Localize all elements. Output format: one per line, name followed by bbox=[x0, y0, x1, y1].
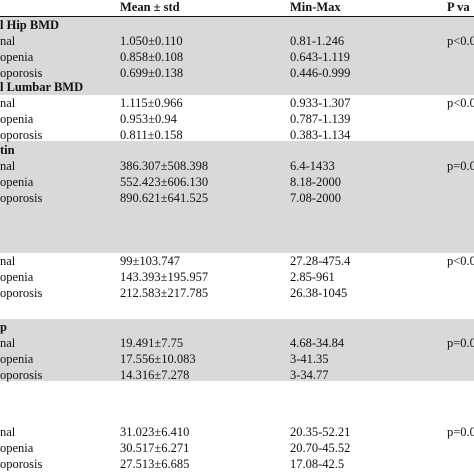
row-label: openia bbox=[0, 175, 34, 189]
min-max-value: 20.35-52.21 bbox=[290, 425, 351, 439]
min-max-value: 0.383-1.134 bbox=[290, 128, 351, 142]
min-max-value: 7.08-2000 bbox=[290, 191, 342, 205]
min-max-value: 3-34.77 bbox=[290, 368, 329, 382]
mean-std-value: 14.316±7.278 bbox=[120, 368, 190, 382]
mean-std-value: 19.491±7.75 bbox=[120, 336, 184, 350]
min-max-value: 17.08-42.5 bbox=[290, 457, 345, 471]
min-max-value: 8.18-2000 bbox=[290, 175, 342, 189]
group-title: tin bbox=[0, 143, 15, 157]
row-label: openia bbox=[0, 112, 34, 126]
row-label: nal bbox=[0, 34, 16, 48]
mean-std-value: 552.423±606.130 bbox=[120, 175, 209, 189]
shaded-band bbox=[0, 17, 474, 95]
row-label: oporosis bbox=[0, 191, 43, 205]
mean-std-value: 0.953±0.94 bbox=[120, 112, 177, 126]
min-max-value: 0.787-1.139 bbox=[290, 112, 351, 126]
row-label: oporosis bbox=[0, 368, 43, 382]
mean-std-value: 1.115±0.966 bbox=[120, 96, 183, 110]
p-value: p<0.0 bbox=[447, 96, 474, 110]
mean-std-value: 143.393±195.957 bbox=[120, 270, 209, 284]
row-label: openia bbox=[0, 50, 34, 64]
p-value: p<0.0 bbox=[447, 34, 474, 48]
p-value: p<0.0 bbox=[447, 254, 474, 268]
mean-std-value: 0.811±0.158 bbox=[120, 128, 183, 142]
mean-std-value: 17.556±10.083 bbox=[120, 352, 196, 366]
header-divider bbox=[0, 16, 474, 17]
row-label: nal bbox=[0, 159, 16, 173]
p-value: p=0.0 bbox=[447, 336, 474, 350]
min-max-value: 0.446-0.999 bbox=[290, 66, 351, 80]
mean-std-value: 99±103.747 bbox=[120, 254, 180, 268]
row-label: oporosis bbox=[0, 457, 43, 471]
mean-std-value: 30.517±6.271 bbox=[120, 441, 190, 455]
min-max-value: 2.85-961 bbox=[290, 270, 335, 284]
mean-std-value: 0.699±0.138 bbox=[120, 66, 184, 80]
mean-std-value: 212.583±217.785 bbox=[120, 286, 209, 300]
header-min-max: Min-Max bbox=[290, 0, 341, 14]
group-title: l Lumbar BMD bbox=[0, 80, 84, 94]
row-label: openia bbox=[0, 270, 34, 284]
row-label: nal bbox=[0, 425, 16, 439]
group-title: l Hip BMD bbox=[0, 18, 60, 32]
row-label: oporosis bbox=[0, 128, 43, 142]
row-label: oporosis bbox=[0, 286, 43, 300]
header-mean-std: Mean ± std bbox=[120, 0, 180, 14]
mean-std-value: 27.513±6.685 bbox=[120, 457, 190, 471]
p-value: p=0.0 bbox=[447, 425, 474, 439]
min-max-value: 0.933-1.307 bbox=[290, 96, 351, 110]
header-p-value: P va bbox=[447, 0, 470, 14]
mean-std-value: 1.050±0.110 bbox=[120, 34, 183, 48]
min-max-value: 6.4-1433 bbox=[290, 159, 335, 173]
row-label: nal bbox=[0, 336, 16, 350]
row-label: oporosis bbox=[0, 66, 43, 80]
min-max-value: 0.643-1.119 bbox=[290, 50, 350, 64]
mean-std-value: 31.023±6.410 bbox=[120, 425, 190, 439]
min-max-value: 20.70-45.52 bbox=[290, 441, 351, 455]
shaded-band bbox=[0, 319, 474, 381]
shaded-band bbox=[0, 141, 474, 253]
row-label: nal bbox=[0, 254, 16, 268]
min-max-value: 4.68-34.84 bbox=[290, 336, 345, 350]
min-max-value: 0.81-1.246 bbox=[290, 34, 345, 48]
row-label: nal bbox=[0, 96, 16, 110]
row-label: openia bbox=[0, 352, 34, 366]
group-title: p bbox=[0, 320, 7, 334]
p-value: p=0.0 bbox=[447, 159, 474, 173]
mean-std-value: 890.621±641.525 bbox=[120, 191, 209, 205]
row-label: openia bbox=[0, 441, 34, 455]
min-max-value: 3-41.35 bbox=[290, 352, 329, 366]
mean-std-value: 386.307±508.398 bbox=[120, 159, 209, 173]
mean-std-value: 0.858±0.108 bbox=[120, 50, 184, 64]
min-max-value: 26.38-1045 bbox=[290, 286, 348, 300]
min-max-value: 27.28-475.4 bbox=[290, 254, 351, 268]
